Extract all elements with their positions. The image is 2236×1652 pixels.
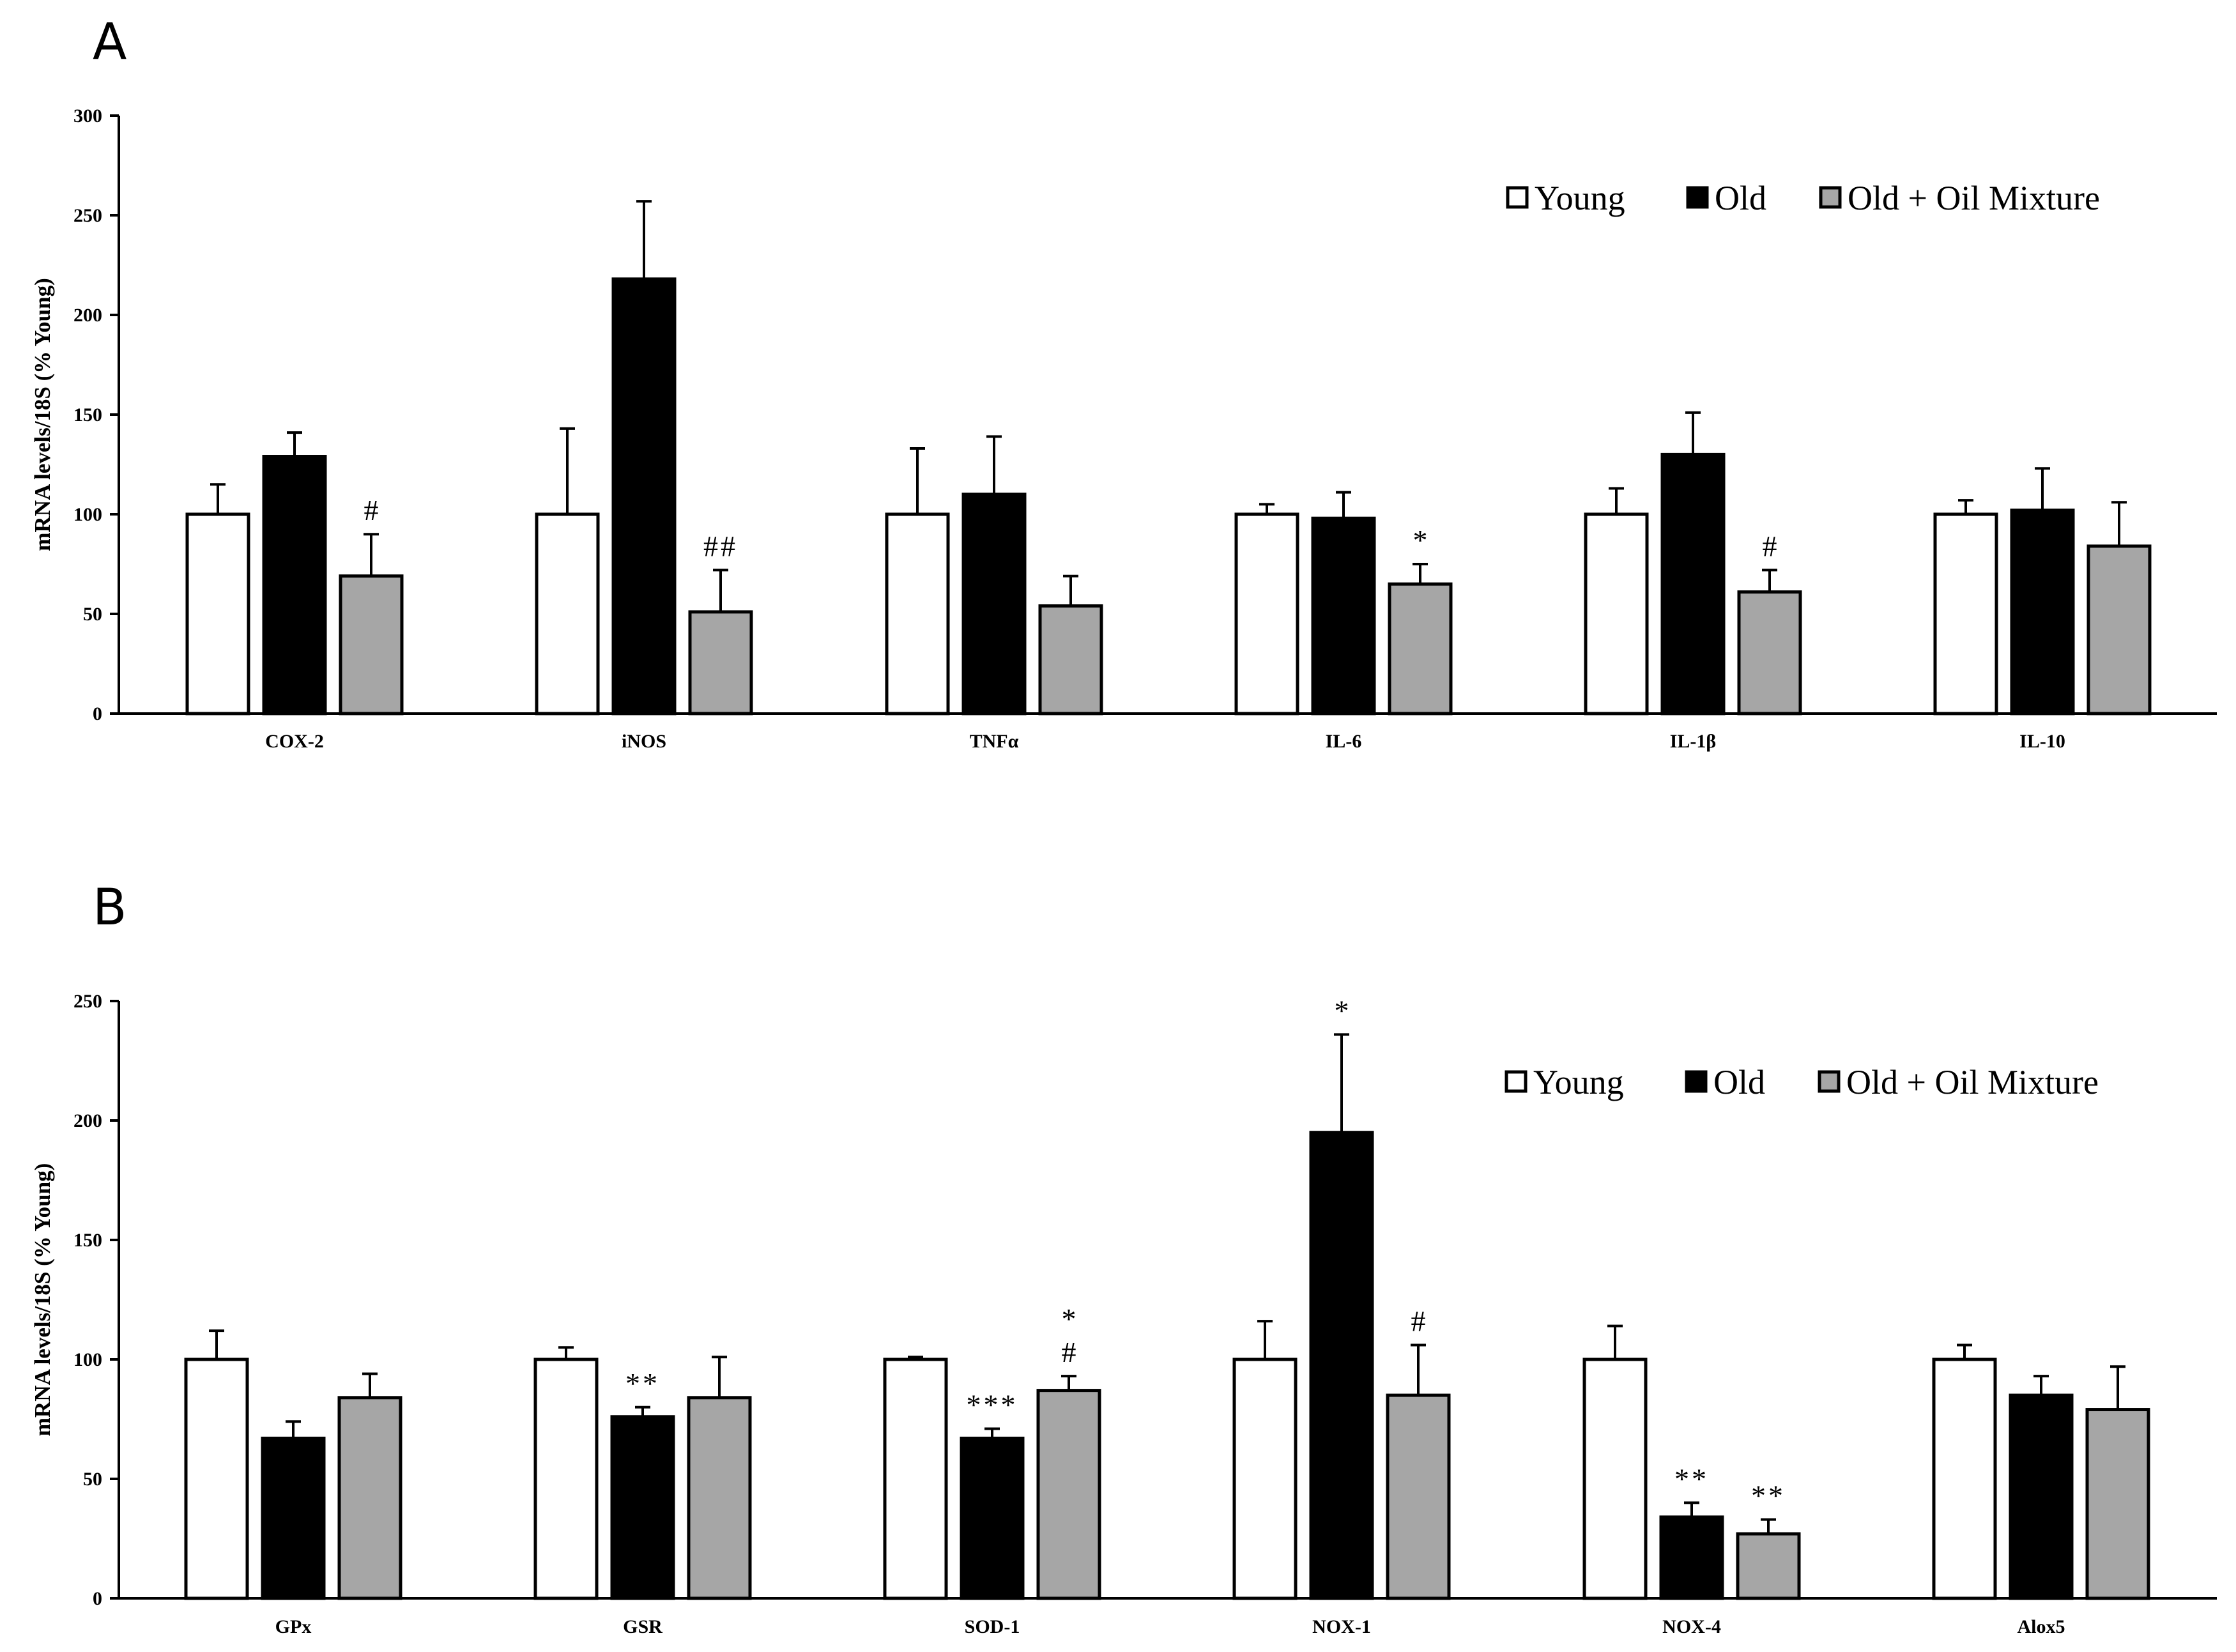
legend-label: Old: [1713, 1063, 1765, 1101]
bar: [883, 1358, 948, 1600]
bar: [1582, 1358, 1648, 1600]
y-tick-label: 100: [73, 1349, 102, 1370]
bar: [687, 1396, 752, 1600]
y-tick-label: 100: [73, 504, 102, 525]
y-tick-label: 50: [83, 1469, 102, 1490]
bar: [533, 1358, 599, 1600]
significance-annotation: #: [1411, 1305, 1426, 1338]
legend-swatch: [1819, 186, 1842, 209]
x-tick-label: IL-1β: [1670, 731, 1716, 752]
bar: [1660, 452, 1726, 715]
y-tick-label: 300: [73, 105, 102, 126]
y-tick-label: 50: [83, 604, 102, 625]
bar: [339, 574, 404, 715]
y-tick-label: 250: [73, 991, 102, 1012]
x-tick-label: NOX-4: [1662, 1616, 1721, 1637]
y-tick-label: 150: [73, 1230, 102, 1251]
bar: [1584, 512, 1649, 715]
bar: [1309, 1131, 1374, 1600]
bar: [960, 1436, 1025, 1600]
legend-label: Old + Oil Mixture: [1848, 179, 2100, 217]
bar: [184, 1358, 249, 1600]
bar: [185, 512, 250, 715]
x-tick-label: SOD-1: [965, 1616, 1020, 1637]
legend-label: Young: [1533, 1063, 1624, 1101]
significance-annotation: **: [1751, 1480, 1786, 1512]
bar: [1933, 512, 1998, 715]
panel-letter: B: [93, 879, 127, 937]
bar: [337, 1396, 402, 1600]
x-tick-label: GPx: [275, 1616, 312, 1637]
bar: [261, 1436, 326, 1600]
panel-b: B 0 50 100 150 200 250 mRNA levels/18S (% Young…: [30, 879, 2217, 1637]
x-tick-label: GSR: [623, 1616, 662, 1637]
bar: [2087, 544, 2152, 715]
bar: [1234, 512, 1299, 715]
y-tick-label: 0: [93, 703, 102, 724]
significance-annotation: #: [1763, 530, 1777, 562]
x-tick-label: TNFα: [970, 731, 1019, 752]
bar: [1737, 590, 1802, 715]
x-tick-label: COX-2: [265, 731, 324, 752]
y-tick-label: 200: [73, 1110, 102, 1131]
bar: [2010, 509, 2075, 715]
y-tick-label: 150: [73, 404, 102, 425]
bar: [262, 455, 327, 715]
panel-letter: A: [93, 13, 126, 71]
significance-annotation: #: [364, 494, 379, 526]
y-axis-label: mRNA levels/18S (% Young): [30, 1163, 55, 1436]
legend-label: Old + Oil Mixture: [1846, 1063, 2099, 1101]
x-tick-label: Alox5: [2018, 1616, 2065, 1637]
significance-annotation: #: [1062, 1336, 1076, 1368]
y-tick-label: 250: [73, 205, 102, 226]
bar: [1388, 582, 1453, 715]
bar: [610, 1415, 675, 1600]
x-tick-label: iNOS: [622, 731, 666, 752]
significance-annotation: **: [625, 1367, 660, 1400]
legend-swatch: [1505, 1070, 1528, 1093]
significance-annotation: ##: [703, 530, 738, 562]
bar: [2009, 1393, 2074, 1600]
legend-swatch: [1818, 1070, 1841, 1093]
significance-annotation: *: [1413, 524, 1428, 556]
y-axis-label: mRNA levels/18S (% Young): [30, 278, 55, 551]
bar: [535, 512, 600, 715]
significance-annotation: ***: [967, 1388, 1018, 1421]
bar: [1386, 1393, 1451, 1600]
bar: [1038, 604, 1103, 715]
legend-swatch: [1685, 1070, 1708, 1093]
legend-swatch: [1686, 186, 1709, 209]
bar: [611, 277, 677, 715]
significance-annotation: *: [1335, 994, 1349, 1027]
x-tick-label: NOX-1: [1312, 1616, 1371, 1637]
bar: [1736, 1532, 1801, 1600]
bar: [1659, 1515, 1724, 1600]
y-tick-label: 0: [93, 1588, 102, 1609]
bar: [885, 512, 950, 715]
bar: [961, 493, 1027, 715]
y-tick-label: 200: [73, 305, 102, 326]
bar: [1036, 1389, 1101, 1600]
legend-swatch: [1506, 186, 1529, 209]
bar: [1232, 1358, 1298, 1600]
legend-label: Young: [1535, 179, 1625, 217]
bar: [2085, 1408, 2150, 1600]
panel-a: A 0 50 100 150 200 250 300 mRNA levels/18S (% Yo…: [30, 13, 2217, 752]
bar: [688, 610, 753, 715]
x-tick-label: IL-10: [2019, 731, 2065, 752]
significance-annotation: *: [1062, 1303, 1076, 1335]
x-tick-label: IL-6: [1326, 731, 1362, 752]
bar: [1311, 516, 1376, 715]
bar: [1932, 1358, 1997, 1600]
significance-annotation: **: [1674, 1462, 1709, 1495]
legend-label: Old: [1715, 179, 1766, 217]
